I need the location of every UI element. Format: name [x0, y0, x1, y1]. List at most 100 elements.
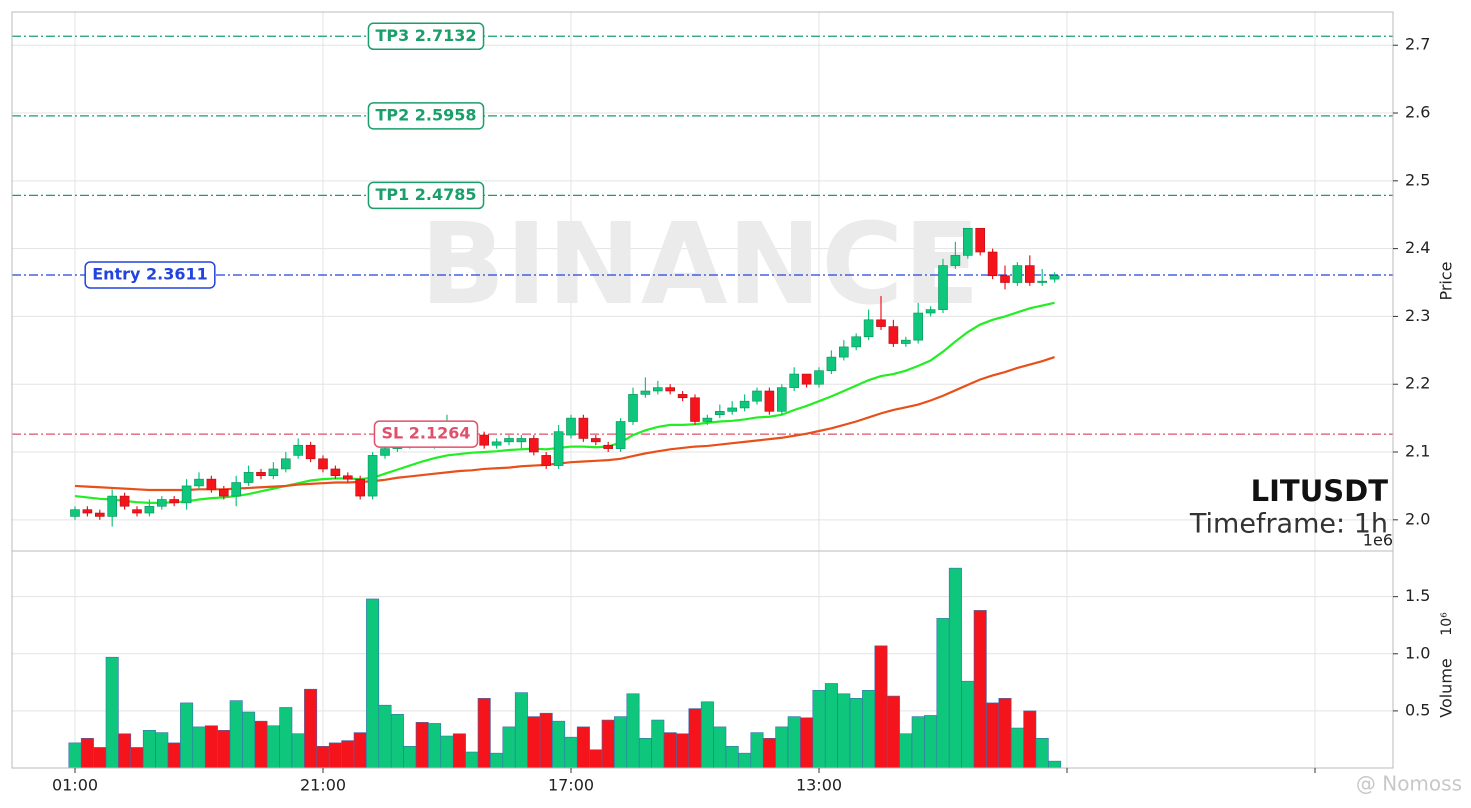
- volume-bar: [626, 693, 640, 769]
- candle-body: [144, 505, 155, 514]
- x-tick-label: 17:00: [548, 776, 594, 795]
- candle-body: [82, 509, 93, 514]
- volume-bar: [155, 732, 169, 769]
- volume-bar: [378, 704, 392, 769]
- volume-bar: [713, 726, 727, 769]
- candle-body: [293, 444, 303, 456]
- level-label-box: [84, 261, 216, 289]
- candle-body: [70, 509, 80, 517]
- candle-body: [752, 390, 762, 402]
- candle-body: [776, 387, 787, 412]
- candle-body: [1012, 265, 1023, 283]
- candle-body: [789, 373, 799, 388]
- volume-bar: [415, 722, 429, 769]
- candle-body: [280, 458, 291, 470]
- candle-body: [169, 499, 179, 504]
- volume-bar: [204, 725, 218, 769]
- volume-bar: [911, 716, 925, 769]
- candle-body: [268, 468, 279, 477]
- candle-body: [342, 475, 353, 480]
- candle-body: [1025, 265, 1035, 283]
- volume-bar: [291, 733, 305, 769]
- candle-body: [553, 431, 564, 466]
- volume-bar: [452, 733, 466, 769]
- candle-body: [528, 438, 539, 453]
- volume-bar: [973, 610, 987, 769]
- watermark: BINANCE: [420, 200, 980, 330]
- credit: @ Nomoss: [1356, 772, 1462, 796]
- volume-bar: [266, 725, 280, 769]
- candle-body: [838, 346, 849, 358]
- volume-bar: [254, 720, 268, 769]
- level-label: TP1 2.4785: [375, 185, 476, 204]
- candle-body: [566, 417, 576, 436]
- candle-body: [243, 472, 254, 483]
- volume-bar: [1010, 727, 1024, 769]
- volume-bar: [304, 688, 318, 769]
- candle-body: [367, 455, 378, 497]
- volume-bar: [750, 732, 764, 769]
- volume-bar: [192, 726, 206, 769]
- candle-body: [702, 417, 713, 422]
- x-tick-label: 21:00: [300, 776, 346, 795]
- candle-body: [504, 438, 514, 443]
- volume-bar: [68, 742, 82, 769]
- volume-bar: [1035, 738, 1049, 769]
- candle-body: [516, 438, 527, 443]
- candle-body: [764, 390, 775, 412]
- candle-body: [950, 255, 961, 266]
- volume-bar: [279, 707, 293, 769]
- volume-bar: [403, 745, 417, 769]
- candle-body: [727, 407, 737, 412]
- volume-bar: [490, 752, 504, 769]
- candle-body: [665, 387, 675, 392]
- volume-bar: [316, 745, 330, 769]
- volume-bar: [1023, 710, 1037, 769]
- candle-body: [975, 227, 986, 253]
- candle-body: [826, 356, 837, 371]
- volume-bar: [700, 701, 714, 769]
- candle-body: [690, 397, 700, 422]
- candle-body: [863, 319, 874, 338]
- y-tick-label: 2.0: [1405, 509, 1430, 528]
- volume-bar: [948, 567, 962, 769]
- volume-bar: [514, 692, 528, 769]
- volume-bar: [812, 690, 826, 769]
- candle-body: [231, 482, 241, 497]
- volume-bar: [353, 732, 367, 769]
- candle-body: [541, 455, 551, 466]
- y-tick-label: 2.4: [1405, 238, 1430, 257]
- volume-bar: [663, 732, 677, 769]
- volume-bar: [762, 738, 776, 769]
- volume-bar: [341, 740, 355, 769]
- candle-body: [652, 387, 663, 392]
- volume-bar: [886, 695, 900, 769]
- candle-body: [156, 499, 167, 507]
- volume-bar: [477, 698, 491, 769]
- candle-body: [876, 319, 886, 327]
- volume-bar: [787, 716, 801, 769]
- symbol: LITUSDT: [1251, 474, 1389, 508]
- candle-body: [640, 390, 651, 395]
- candle-body: [491, 441, 502, 446]
- candle-body: [590, 438, 601, 443]
- volume-bar: [676, 733, 690, 769]
- volume-bar: [862, 690, 876, 769]
- y-tick-label: 2.7: [1405, 35, 1430, 54]
- candle-body: [851, 336, 861, 348]
- volume-bar: [242, 711, 256, 769]
- volume-bar: [167, 742, 181, 769]
- y-tick-label: 2.1: [1405, 442, 1430, 461]
- level-label: TP3 2.7132: [375, 26, 476, 45]
- volume-bar: [800, 717, 814, 769]
- candle-body: [628, 394, 638, 422]
- volume-bar: [849, 698, 863, 769]
- y-tick-label: 2.3: [1405, 306, 1430, 325]
- volume-bar: [118, 733, 132, 769]
- volume-offset: 1e6: [1363, 531, 1393, 550]
- volume-bar: [924, 715, 938, 769]
- volume-bar: [986, 702, 1000, 769]
- candle-body: [1037, 280, 1048, 283]
- level-label-box: [367, 181, 485, 210]
